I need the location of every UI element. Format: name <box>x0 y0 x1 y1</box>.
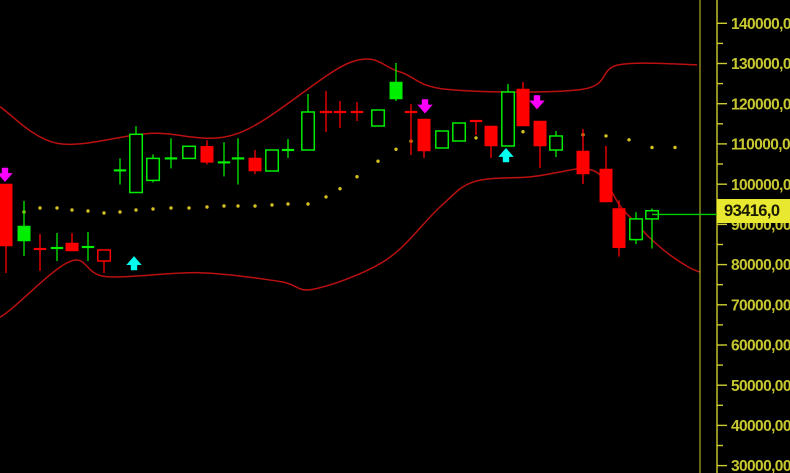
svg-text:60000,00: 60000,00 <box>731 338 790 355</box>
svg-text:120000,0: 120000,0 <box>731 96 790 113</box>
svg-text:100000,0: 100000,0 <box>731 177 790 194</box>
svg-text:140000,0: 140000,0 <box>731 16 790 33</box>
svg-text:30000,00: 30000,00 <box>731 458 790 473</box>
svg-text:93416,0: 93416,0 <box>724 202 780 220</box>
svg-text:110000,0: 110000,0 <box>731 137 790 154</box>
svg-text:50000,00: 50000,00 <box>731 378 790 395</box>
svg-text:40000,00: 40000,00 <box>731 418 790 435</box>
svg-text:130000,0: 130000,0 <box>731 56 790 73</box>
svg-text:80000,00: 80000,00 <box>731 257 790 274</box>
svg-text:70000,00: 70000,00 <box>731 297 790 314</box>
